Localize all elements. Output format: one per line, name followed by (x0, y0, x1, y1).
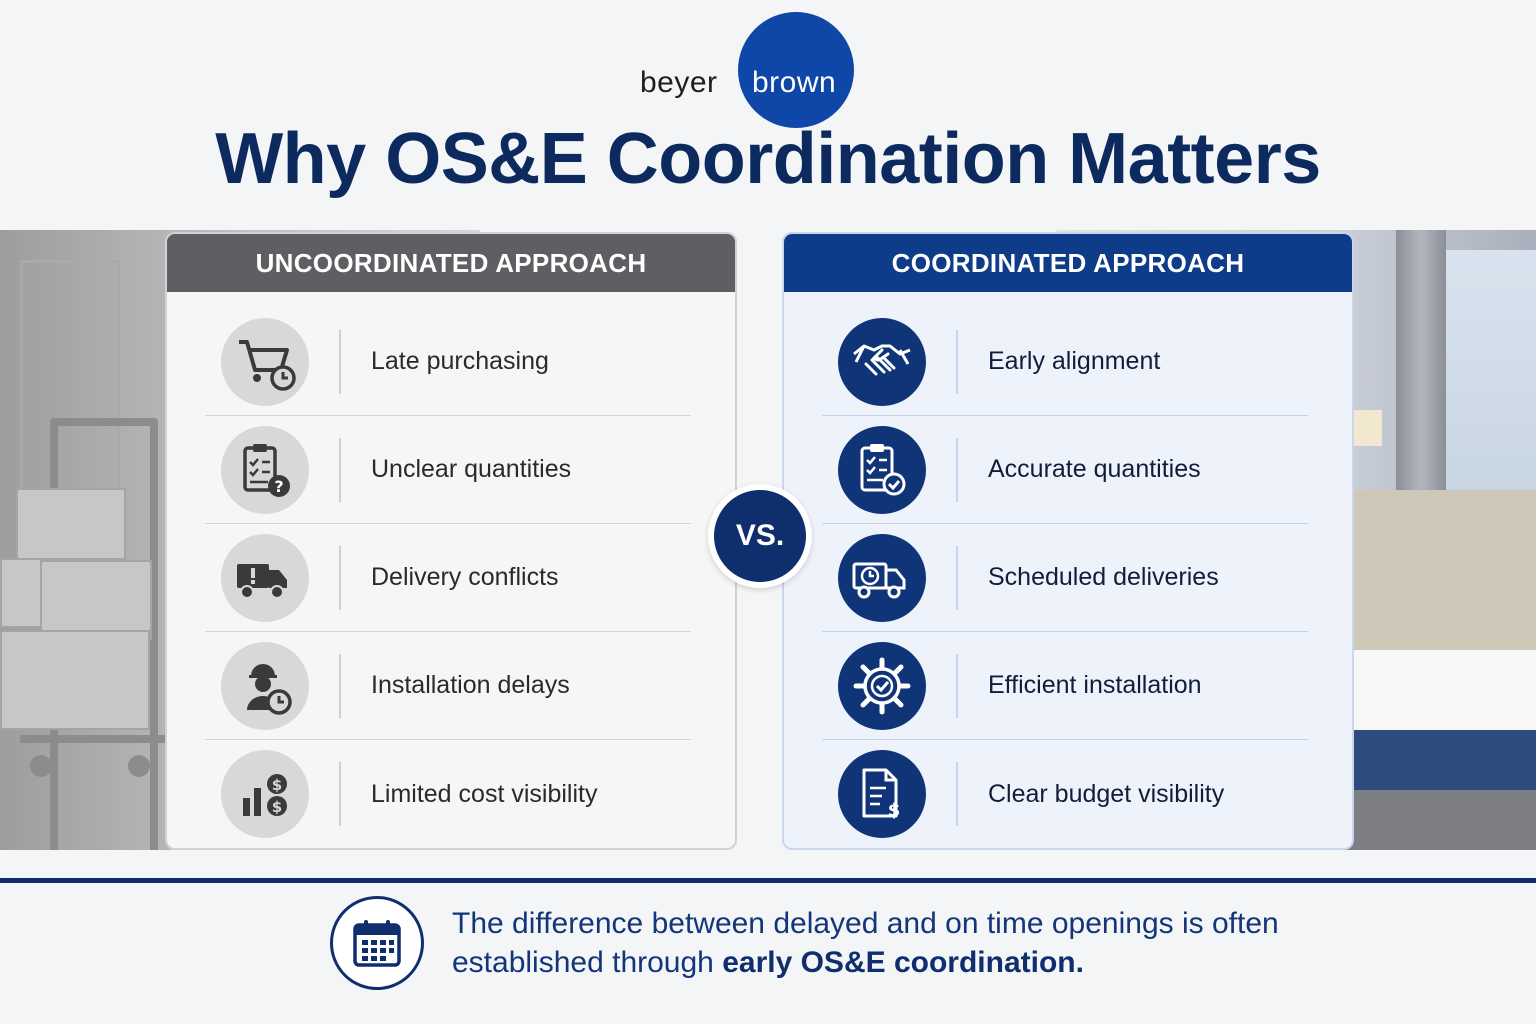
truck-alert-icon (221, 533, 309, 622)
worker-clock-icon (221, 641, 309, 730)
truck-clock-icon (838, 533, 926, 622)
item-label: Installation delays (371, 671, 570, 699)
vs-label: VS. (714, 490, 806, 582)
list-item: $ Clear budget visibility (822, 740, 1308, 848)
item-label: Limited cost visibility (371, 779, 598, 808)
item-label: Clear budget visibility (988, 779, 1225, 808)
coordinated-panel: COORDINATED APPROACH Early alignment (782, 232, 1354, 850)
list-item: $ $ Limited cost visibility (205, 740, 691, 848)
footer-text: The difference between delayed and on ti… (452, 907, 1279, 979)
handshake-icon (838, 317, 926, 406)
uncoordinated-panel: UNCOORDINATED APPROACH Late purchasing (165, 232, 737, 850)
page-title: Why OS&E Coordination Matters (215, 119, 1321, 199)
list-item: Delivery conflicts (205, 524, 691, 632)
logo-circle (738, 12, 854, 128)
footer-divider (0, 878, 1536, 883)
item-label: Unclear quantities (371, 455, 572, 483)
coordinated-heading: COORDINATED APPROACH (784, 234, 1352, 292)
list-item: Late purchasing (205, 308, 691, 416)
footer-text-emphasis: early OS&E coordination. (722, 946, 1084, 979)
document-dollar-icon: $ (838, 750, 926, 838)
list-item: Efficient installation (822, 632, 1308, 740)
gear-check-icon (838, 641, 926, 730)
list-item: Accurate quantities (822, 416, 1308, 524)
svg-text:$: $ (272, 798, 282, 816)
svg-text:$: $ (272, 776, 282, 794)
item-label: Scheduled deliveries (988, 563, 1219, 591)
list-item: ? Unclear quantities (205, 416, 691, 524)
vs-badge: VS. (708, 484, 812, 588)
svg-text:$: $ (888, 800, 901, 821)
footer (0, 883, 1536, 1024)
list-item: Early alignment (822, 308, 1308, 416)
brand-logo: beyer brown (640, 12, 860, 128)
item-label: Late purchasing (371, 347, 549, 375)
item-label: Accurate quantities (988, 455, 1201, 483)
list-item: Installation delays (205, 632, 691, 740)
clipboard-question-icon: ? (221, 425, 309, 514)
item-label: Delivery conflicts (371, 563, 559, 591)
item-label: Early alignment (988, 347, 1161, 375)
chart-dollar-icon: $ $ (221, 750, 309, 838)
item-label: Efficient installation (988, 671, 1202, 699)
cart-clock-icon (221, 317, 309, 406)
list-item: Scheduled deliveries (822, 524, 1308, 632)
svg-text:?: ? (274, 477, 283, 496)
clipboard-check-icon (838, 425, 926, 514)
uncoordinated-heading: UNCOORDINATED APPROACH (167, 234, 735, 292)
footer-message: The difference between delayed and on ti… (452, 904, 1352, 982)
logo-text-brown: brown (752, 66, 837, 99)
calendar-icon (330, 896, 424, 990)
logo-text-beyer: beyer (640, 66, 718, 99)
